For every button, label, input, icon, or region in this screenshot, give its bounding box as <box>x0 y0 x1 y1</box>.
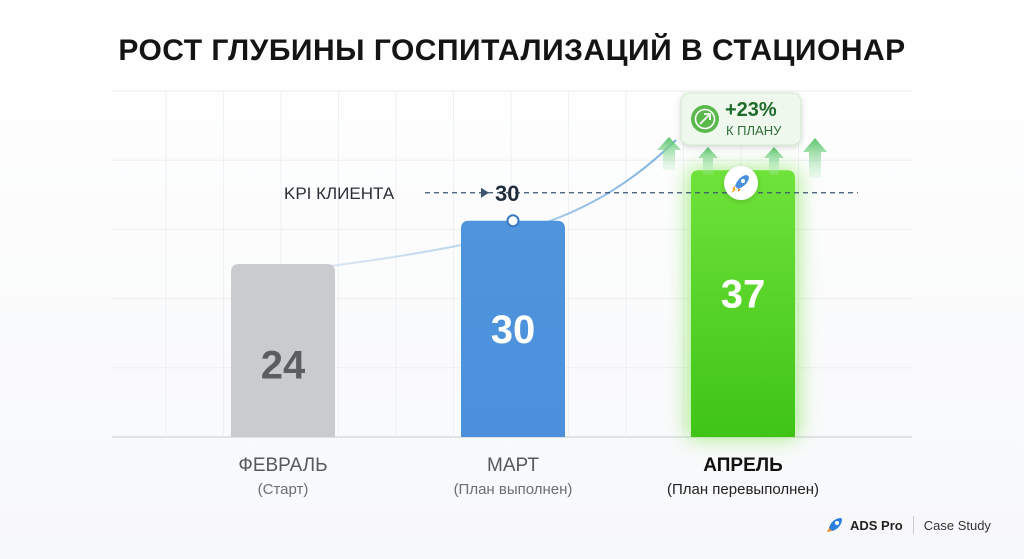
bar-value-label: 30 <box>491 308 536 352</box>
case-study-label: Case Study <box>923 517 991 533</box>
bar-1 <box>231 264 335 437</box>
badge-seal-icon <box>691 105 719 133</box>
category-label: МАРТ <box>487 455 539 476</box>
march-curve-point <box>506 214 520 228</box>
brand-name: ADS Pro <box>850 517 903 533</box>
bar-value-label: 37 <box>721 273 766 317</box>
bar-3 <box>691 170 795 437</box>
up-arrow-icon <box>657 137 681 170</box>
rocket-icon <box>731 175 749 193</box>
footer: ADS Pro Case Study <box>826 514 991 536</box>
percent-badge <box>680 92 802 146</box>
rocket-logo-icon <box>827 518 842 532</box>
category-sublabel: (План перевыполнен) <box>667 481 819 498</box>
badge-value: +23% <box>725 99 777 121</box>
up-arrow-icon <box>764 147 784 175</box>
footer-divider <box>912 516 914 534</box>
kpi-label: KPI КЛИЕНТА <box>284 184 395 203</box>
up-arrow-icon <box>803 138 827 178</box>
category-label: АПРЕЛЬ <box>703 455 782 476</box>
bar-2 <box>461 220 565 437</box>
category-label: ФЕВРАЛЬ <box>238 455 327 476</box>
rocket-badge <box>724 166 758 200</box>
kpi-arrow-icon <box>481 187 489 198</box>
chart-title: РОСТ ГЛУБИНЫ ГОСПИТАЛИЗАЦИЙ В СТАЦИОНАР <box>118 34 906 67</box>
category-sublabel: (Старт) <box>258 481 309 498</box>
growth-arrows <box>657 137 827 178</box>
badge-caption: К ПЛАНУ <box>726 123 782 138</box>
bar-value-label: 24 <box>261 343 306 387</box>
kpi-value: 30 <box>495 181 519 206</box>
category-sublabel: (План выполнен) <box>454 481 573 498</box>
up-arrow-icon <box>698 147 718 175</box>
